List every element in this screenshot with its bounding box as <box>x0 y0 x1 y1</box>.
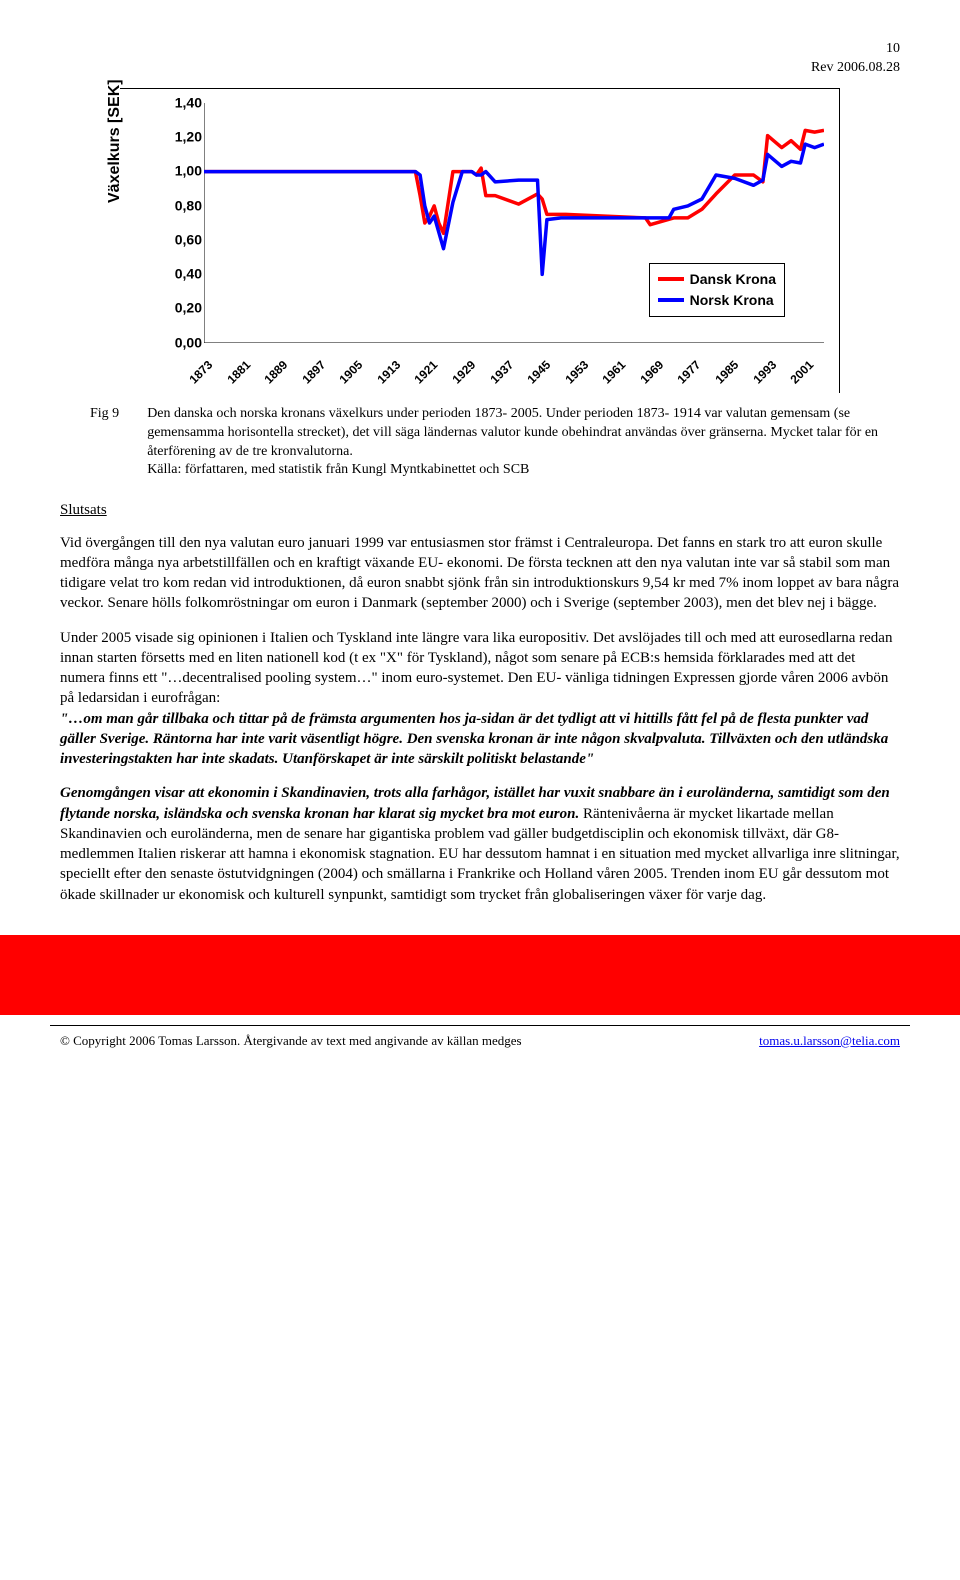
body-paragraph: Vid övergången till den nya valutan euro… <box>60 533 900 614</box>
legend-item: Dansk Krona <box>658 270 776 289</box>
body-paragraph: Genomgången visar att ekonomin i Skandin… <box>60 783 900 905</box>
red-bar <box>0 935 960 1015</box>
chart-yticks: 0,000,200,400,600,801,001,201,40 <box>162 103 202 343</box>
legend-swatch <box>658 298 684 302</box>
legend-label: Norsk Krona <box>690 291 774 310</box>
copyright-text: © Copyright 2006 Tomas Larsson. Återgiva… <box>60 1032 522 1050</box>
figure-label: Fig 9 <box>90 405 119 424</box>
exchange-rate-chart: Växelkurs [SEK] 0,000,200,400,600,801,00… <box>120 88 840 393</box>
figure-text: Den danska och norska kronans växelkurs … <box>147 405 900 481</box>
page-header: 10 Rev 2006.08.28 <box>60 40 900 78</box>
legend-swatch <box>658 277 684 281</box>
revision: Rev 2006.08.28 <box>811 60 900 75</box>
quote-text: "…om man går tillbaka och tittar på de f… <box>60 711 888 768</box>
body-paragraph: Under 2005 visade sig opinionen i Italie… <box>60 628 900 770</box>
chart-xticks: 1873188118891897190519131921192919371945… <box>204 349 824 385</box>
legend-item: Norsk Krona <box>658 291 776 310</box>
section-heading: Slutsats <box>60 500 900 520</box>
figure-caption: Fig 9 Den danska och norska kronans växe… <box>90 405 900 481</box>
legend-label: Dansk Krona <box>690 270 776 289</box>
email-link[interactable]: tomas.u.larsson@telia.com <box>759 1032 900 1050</box>
page-number: 10 <box>886 41 900 56</box>
page-footer: © Copyright 2006 Tomas Larsson. Återgiva… <box>50 1025 910 1070</box>
chart-legend: Dansk Krona Norsk Krona <box>649 263 785 317</box>
chart-ylabel: Växelkurs [SEK] <box>104 79 126 203</box>
